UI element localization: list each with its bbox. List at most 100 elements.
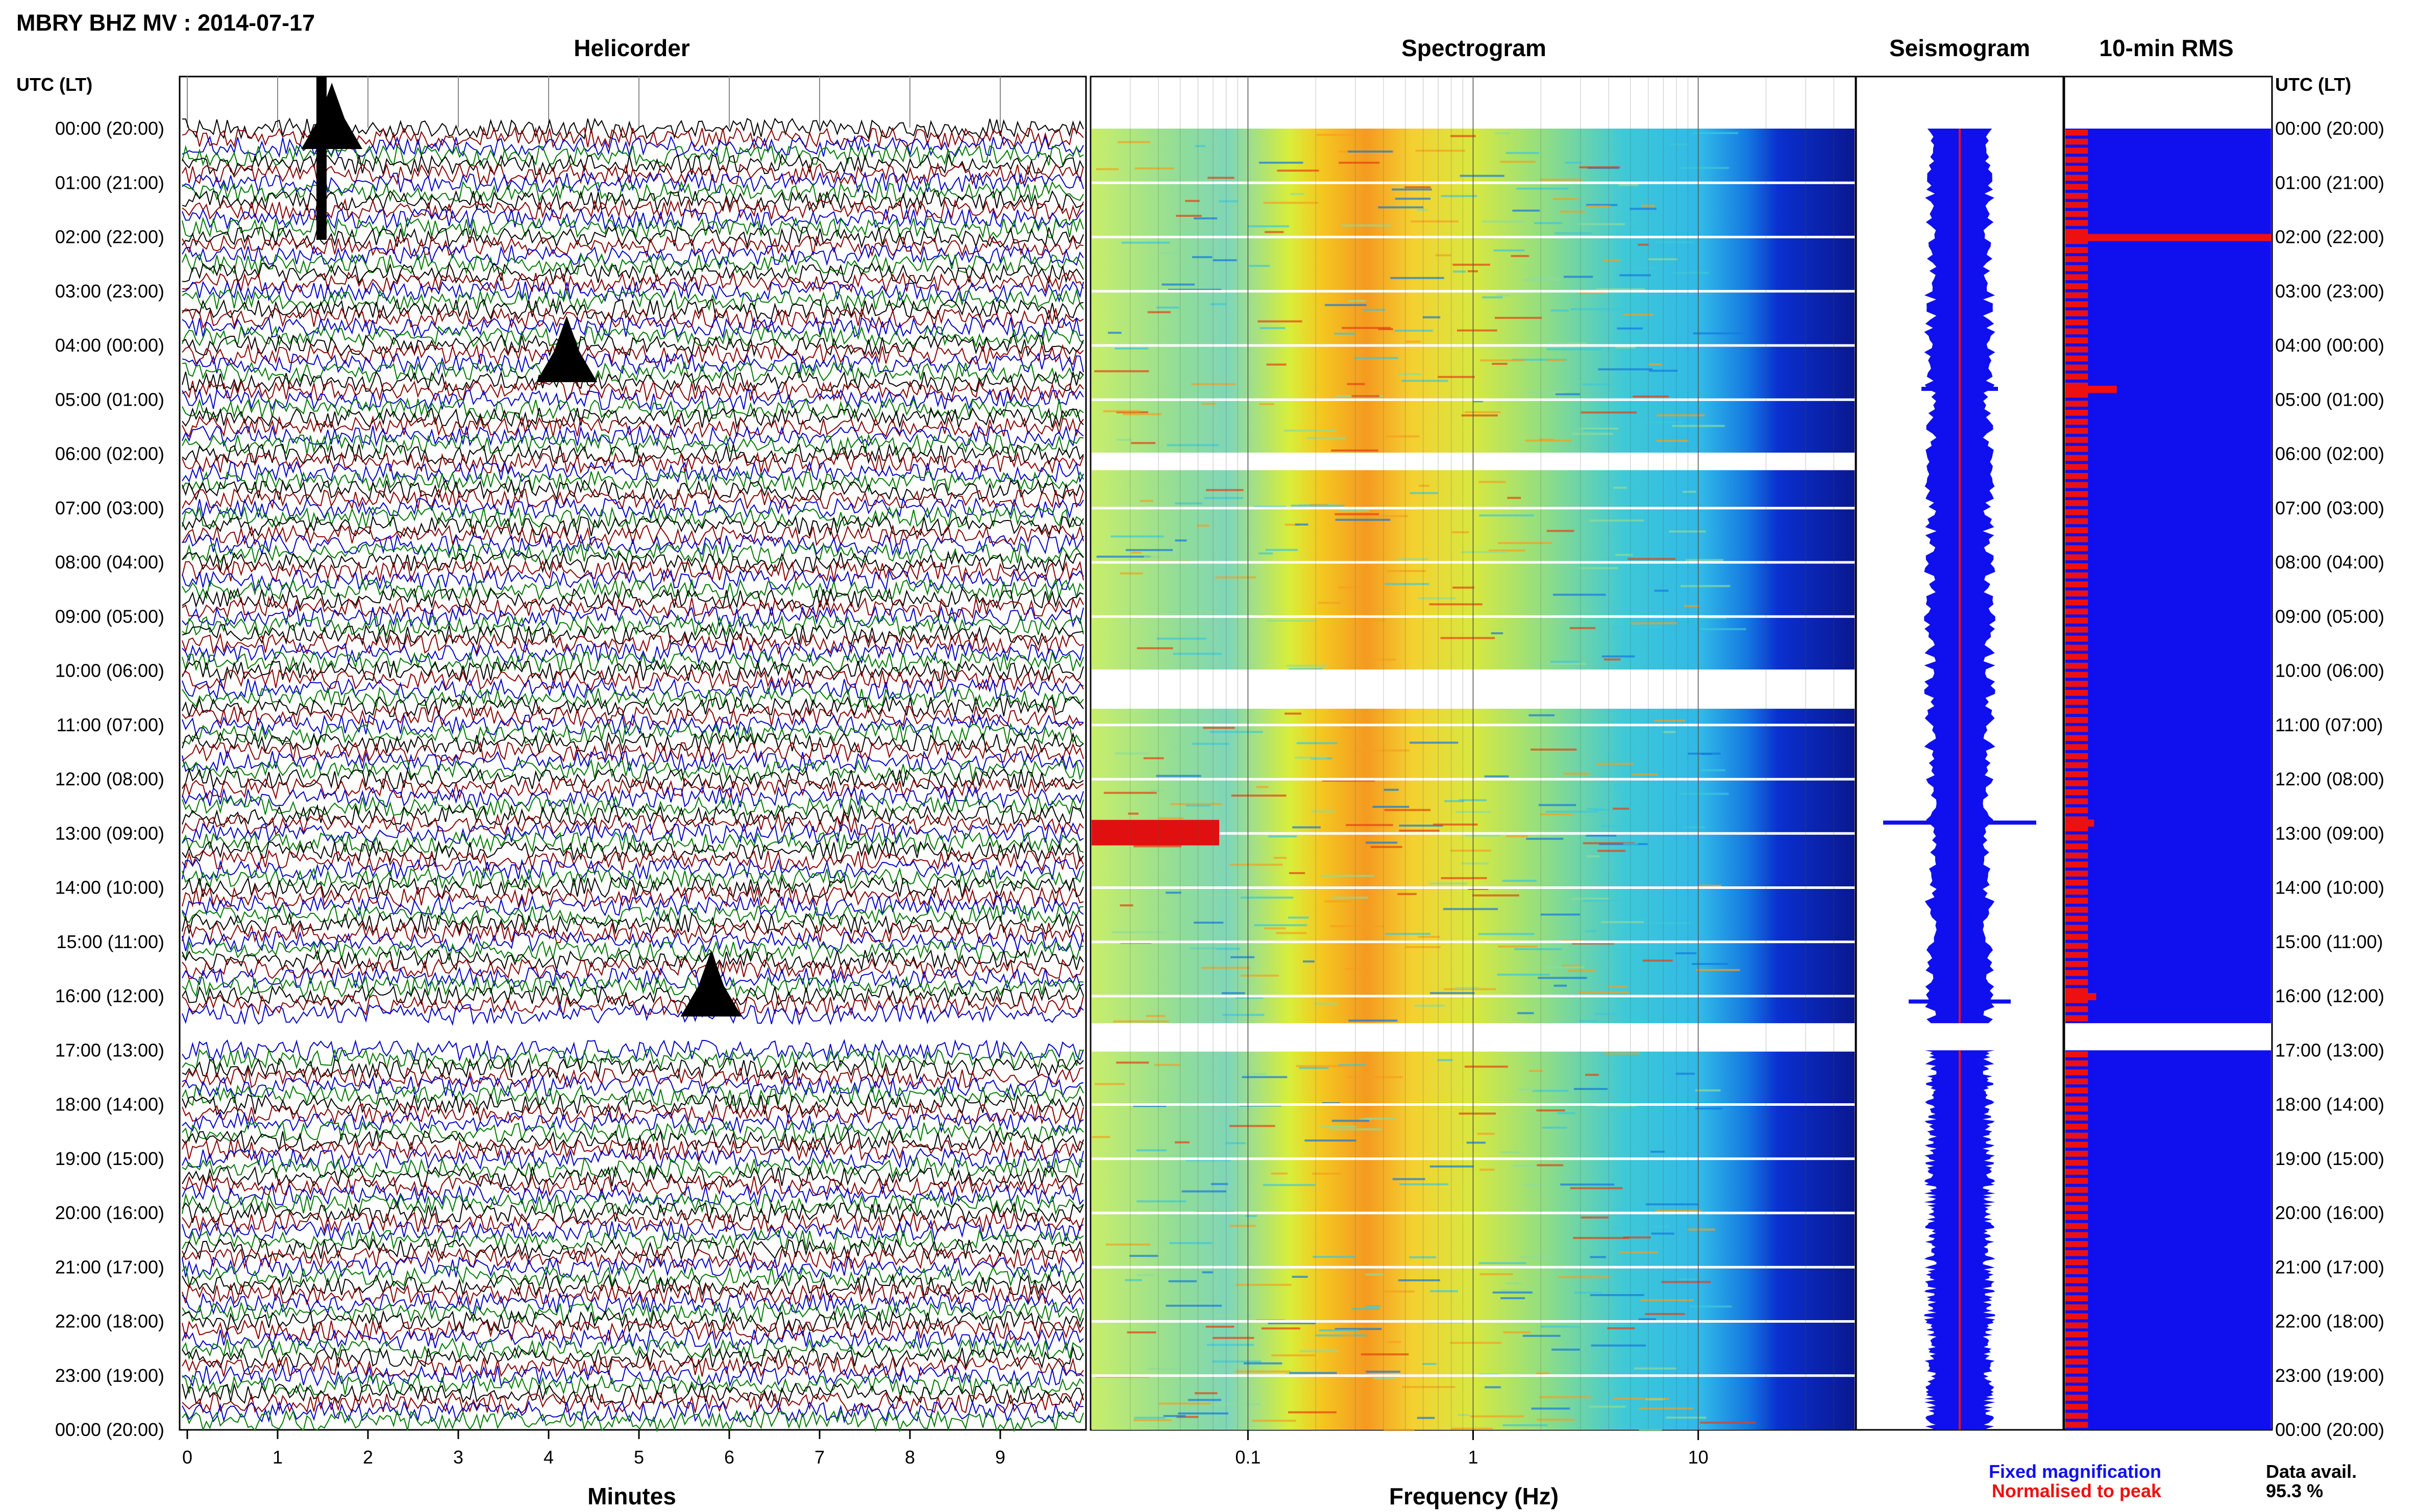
- helicorder-trace: [182, 541, 1084, 565]
- rms-bar: [2065, 1105, 2088, 1112]
- spectrogram-panel: [1090, 76, 1857, 1431]
- right-axis-header: UTC (LT): [2275, 74, 2351, 95]
- time-label-left: 17:00 (13:00): [55, 1039, 164, 1060]
- rms-bar: [2065, 879, 2088, 886]
- time-label-left: 11:00 (07:00): [57, 714, 164, 735]
- rms-title: 10-min RMS: [2099, 35, 2233, 61]
- rms-bar: [2065, 509, 2088, 515]
- rms-bar: [2065, 816, 2088, 823]
- legend-fixed-magnification: Fixed magnification: [1989, 1461, 2161, 1482]
- rms-bar: [2065, 1286, 2088, 1293]
- rms-bar: [2065, 138, 2088, 145]
- rms-bar: [2065, 355, 2088, 362]
- rms-bar: [2065, 1268, 2088, 1274]
- helicorder-trace: [182, 171, 1084, 195]
- rms-bar: [2065, 789, 2088, 796]
- rms-bar: [2065, 247, 2088, 253]
- rms-bar: [2065, 699, 2088, 705]
- helicorder-trace: [182, 922, 1084, 945]
- time-label-left: 09:00 (05:00): [55, 606, 164, 627]
- time-label-right: 15:00 (11:00): [2275, 931, 2383, 952]
- helicorder-trace: [182, 930, 1084, 953]
- rms-bar: [2065, 1349, 2088, 1356]
- helicorder-trace: [182, 740, 1084, 764]
- rms-bar: [2065, 274, 2088, 281]
- rms-bar: [2065, 130, 2088, 136]
- rms-bar: [2065, 1015, 2088, 1022]
- time-label-left: 06:00 (02:00): [55, 443, 164, 464]
- helicorder-title: Helicorder: [574, 35, 690, 61]
- helicorder-trace: [182, 605, 1084, 628]
- helicorder-trace: [182, 723, 1084, 746]
- helicorder-trace: [182, 1273, 1084, 1297]
- rms-bar: [2065, 382, 2088, 389]
- rms-bar: [2065, 1403, 2088, 1410]
- rms-bar: [2065, 211, 2088, 217]
- helicorder-trace: [182, 1265, 1084, 1287]
- helicorder-trace: [182, 686, 1084, 709]
- helicorder-x-tick-label: 8: [905, 1447, 915, 1468]
- time-label-right: 08:00 (04:00): [2275, 552, 2384, 573]
- helicorder-trace: [182, 343, 1084, 366]
- time-label-right: 17:00 (13:00): [2275, 1039, 2384, 1060]
- helicorder-trace: [182, 443, 1084, 466]
- rms-bar: [2065, 409, 2088, 416]
- rms-bar: [2065, 934, 2088, 940]
- helicorder-trace: [182, 596, 1084, 619]
- rms-bar: [2065, 301, 2088, 308]
- helicorder-trace: [182, 1346, 1084, 1369]
- helicorder-event: [680, 950, 742, 1017]
- helicorder-trace: [182, 433, 1084, 456]
- rms-bar: [2065, 654, 2088, 660]
- rms-bar: [2065, 572, 2088, 579]
- rms-bar: [2065, 871, 2088, 877]
- helicorder-trace: [182, 488, 1084, 510]
- rms-spike: [2065, 820, 2094, 827]
- rms-bar: [2065, 681, 2088, 687]
- helicorder-trace: [182, 1193, 1084, 1216]
- rms-bar: [2065, 961, 2088, 967]
- time-label-left: 19:00 (15:00): [55, 1148, 164, 1169]
- time-label-right: 22:00 (18:00): [2275, 1311, 2384, 1332]
- helicorder-trace: [182, 840, 1084, 863]
- helicorder-trace: [182, 198, 1084, 221]
- time-label-right: 21:00 (17:00): [2275, 1256, 2384, 1277]
- rms-bar: [2065, 1214, 2088, 1220]
- helicorder-trace: [182, 298, 1084, 321]
- rms-bar: [2065, 1304, 2088, 1310]
- time-label-right: 05:00 (01:00): [2275, 389, 2384, 410]
- time-label-left: 13:00 (09:00): [55, 823, 164, 844]
- rms-bar: [2065, 220, 2088, 226]
- time-label-right: 00:00 (20:00): [2275, 118, 2384, 139]
- helicorder-trace: [182, 795, 1084, 819]
- helicorder-trace: [182, 677, 1084, 700]
- seismogram-panel: [1855, 76, 2064, 1431]
- rms-bar: [2065, 319, 2088, 326]
- rms-bar: [2065, 455, 2088, 461]
- helicorder-x-tick-label: 1: [273, 1447, 283, 1468]
- rms-bar: [2065, 1277, 2088, 1283]
- time-label-right: 14:00 (10:00): [2275, 877, 2384, 898]
- helicorder-trace: [182, 957, 1084, 980]
- spectrogram-x-ticks: 0.1 1 10: [1235, 1430, 1709, 1468]
- time-label-right: 10:00 (06:00): [2275, 660, 2384, 681]
- helicorder-trace: [182, 1048, 1084, 1071]
- rms-bar: [2065, 500, 2088, 506]
- rms-bar: [2065, 1241, 2088, 1247]
- rms-bar: [2065, 599, 2088, 606]
- rms-bar: [2065, 925, 2088, 931]
- rms-bar: [2065, 1060, 2088, 1067]
- time-label-left: 20:00 (16:00): [55, 1202, 164, 1223]
- rms-bar: [2065, 184, 2088, 190]
- rms-bar: [2065, 1395, 2088, 1401]
- helicorder-trace: [182, 812, 1084, 836]
- rms-bar: [2065, 554, 2088, 560]
- helicorder-trace: [182, 1247, 1084, 1270]
- rms-bar: [2065, 708, 2088, 714]
- helicorder-trace: [182, 1038, 1084, 1062]
- rms-bar: [2065, 265, 2088, 271]
- helicorder-trace: [182, 1238, 1084, 1261]
- rms-bar: [2065, 1340, 2088, 1347]
- helicorder-trace: [182, 515, 1084, 538]
